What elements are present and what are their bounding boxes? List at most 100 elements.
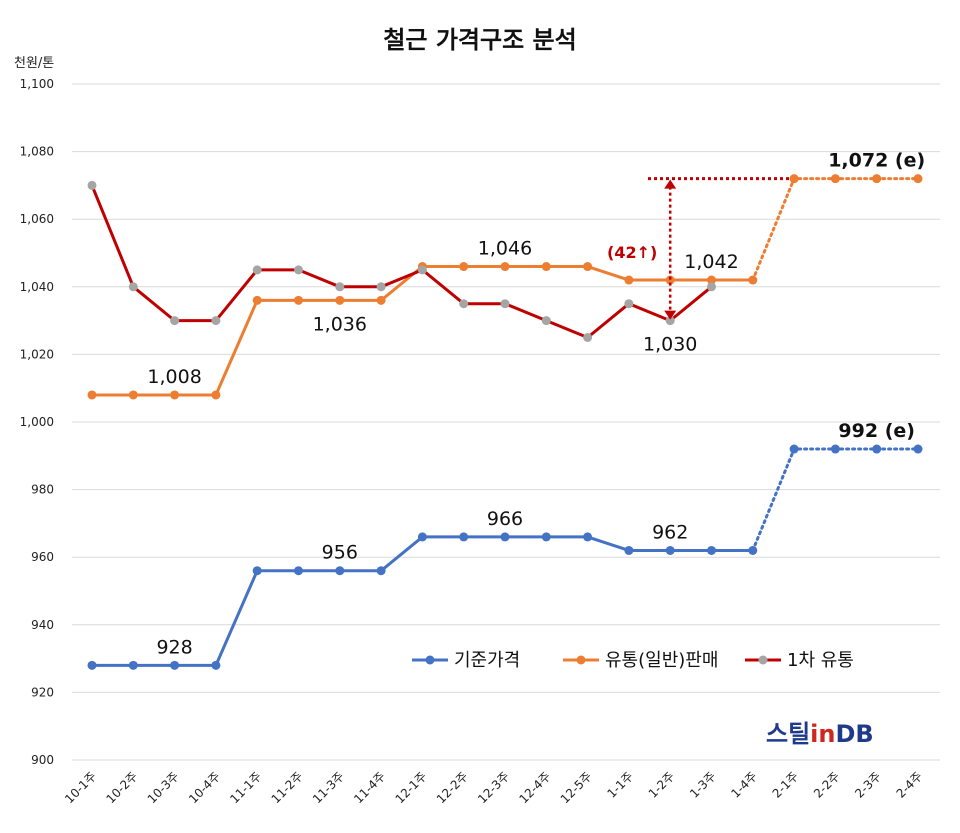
y-axis-ticks: 900 920 940 960 980 1,000 1,020 1,040 1,060 1,080…	[20, 77, 54, 767]
data-point	[665, 275, 675, 285]
data-point	[252, 566, 262, 576]
logo-text-steel: 스틸	[766, 720, 810, 748]
legend-swatch-marker	[576, 655, 586, 665]
y-tick-label: 940	[31, 618, 54, 632]
data-point	[376, 566, 386, 576]
data-point	[624, 275, 634, 285]
data-point	[417, 532, 427, 542]
grid-lines	[72, 83, 940, 761]
data-point	[789, 444, 799, 454]
legend-item-1: 유통(일반)판매	[563, 650, 718, 671]
data-point	[87, 180, 97, 190]
y-tick-label: 900	[31, 753, 54, 767]
logo: 스틸inDB	[766, 720, 874, 748]
data-labels: 928 956 966 962 992 (e) 1,008 1,036 1,046 1,042 1…	[147, 150, 925, 659]
data-point	[872, 444, 882, 454]
data-label: 1,008	[147, 366, 201, 388]
logo-text-in: in	[810, 720, 835, 748]
data-point	[211, 660, 221, 670]
data-point	[335, 295, 345, 305]
data-point	[252, 295, 262, 305]
legend-label: 1차 유통	[787, 650, 854, 671]
data-point	[830, 444, 840, 454]
data-label: 966	[487, 508, 523, 530]
data-point	[128, 390, 138, 400]
data-point	[748, 275, 758, 285]
series-line-2	[90, 184, 713, 339]
data-label: 928	[156, 636, 192, 658]
data-label: 1,042	[684, 251, 738, 273]
series-0	[87, 444, 923, 670]
y-tick-label: 1,060	[20, 212, 54, 226]
data-point	[707, 282, 716, 292]
data-point	[294, 566, 303, 576]
data-point	[707, 545, 716, 555]
data-point	[459, 262, 469, 272]
data-point	[748, 545, 758, 555]
data-point	[294, 295, 303, 305]
data-point	[128, 282, 138, 292]
data-point	[459, 299, 469, 309]
data-point	[335, 282, 345, 292]
svg-text:스틸inDB: 스틸inDB	[766, 720, 874, 748]
data-point	[376, 295, 386, 305]
series-lines	[87, 174, 923, 670]
data-point	[624, 545, 634, 555]
data-point	[541, 262, 551, 272]
legend: 기준가격 유통(일반)판매 1차 유통	[412, 650, 854, 671]
data-point	[500, 262, 510, 272]
data-point	[665, 545, 675, 555]
data-point	[170, 316, 180, 326]
legend-item-2: 1차 유통	[745, 650, 854, 671]
annotation-label: (42↑)	[607, 243, 657, 262]
y-tick-label: 960	[31, 550, 54, 564]
data-point	[665, 316, 675, 326]
y-tick-label: 1,000	[20, 415, 54, 429]
logo-text-db: DB	[835, 720, 873, 748]
data-point	[541, 532, 551, 542]
data-point	[252, 265, 262, 275]
data-point	[459, 532, 469, 542]
y-tick-label: 1,020	[20, 347, 54, 361]
legend-label: 기준가격	[454, 650, 520, 671]
data-point	[128, 660, 138, 670]
y-tick-label: 1,100	[20, 77, 54, 91]
y-axis-unit-label: 천원/톤	[14, 56, 54, 71]
y-tick-label: 980	[31, 483, 54, 497]
data-label: 1,036	[313, 313, 367, 335]
data-point	[913, 174, 923, 184]
y-tick-label: 1,040	[20, 280, 54, 294]
legend-item-0: 기준가격	[412, 650, 520, 671]
data-point	[707, 275, 716, 285]
chart-title: 철근 가격구조 분석	[383, 26, 576, 54]
data-point	[294, 265, 303, 275]
data-label: 1,030	[643, 334, 697, 356]
y-tick-label: 920	[31, 685, 54, 699]
series-2	[87, 180, 716, 342]
annotation: (42↑)	[607, 177, 792, 320]
data-point	[170, 660, 180, 670]
annotation-arrowhead-down	[664, 310, 677, 320]
legend-swatch-marker	[425, 655, 435, 665]
data-point	[830, 174, 840, 184]
data-label: 992 (e)	[838, 420, 915, 442]
data-point	[624, 299, 634, 309]
data-point	[211, 390, 221, 400]
data-point	[376, 282, 386, 292]
data-point	[583, 532, 593, 542]
data-point	[417, 265, 427, 275]
legend-swatch-marker	[758, 655, 768, 665]
y-tick-label: 1,080	[20, 145, 54, 159]
data-point	[500, 299, 510, 309]
data-point	[583, 262, 593, 272]
data-point	[335, 566, 345, 576]
legend-label: 유통(일반)판매	[605, 650, 718, 671]
data-point	[170, 390, 180, 400]
annotation-arrowhead-up	[664, 179, 677, 189]
data-label: 962	[652, 521, 688, 543]
data-point	[913, 444, 923, 454]
data-point	[87, 390, 97, 400]
data-point	[211, 316, 221, 326]
